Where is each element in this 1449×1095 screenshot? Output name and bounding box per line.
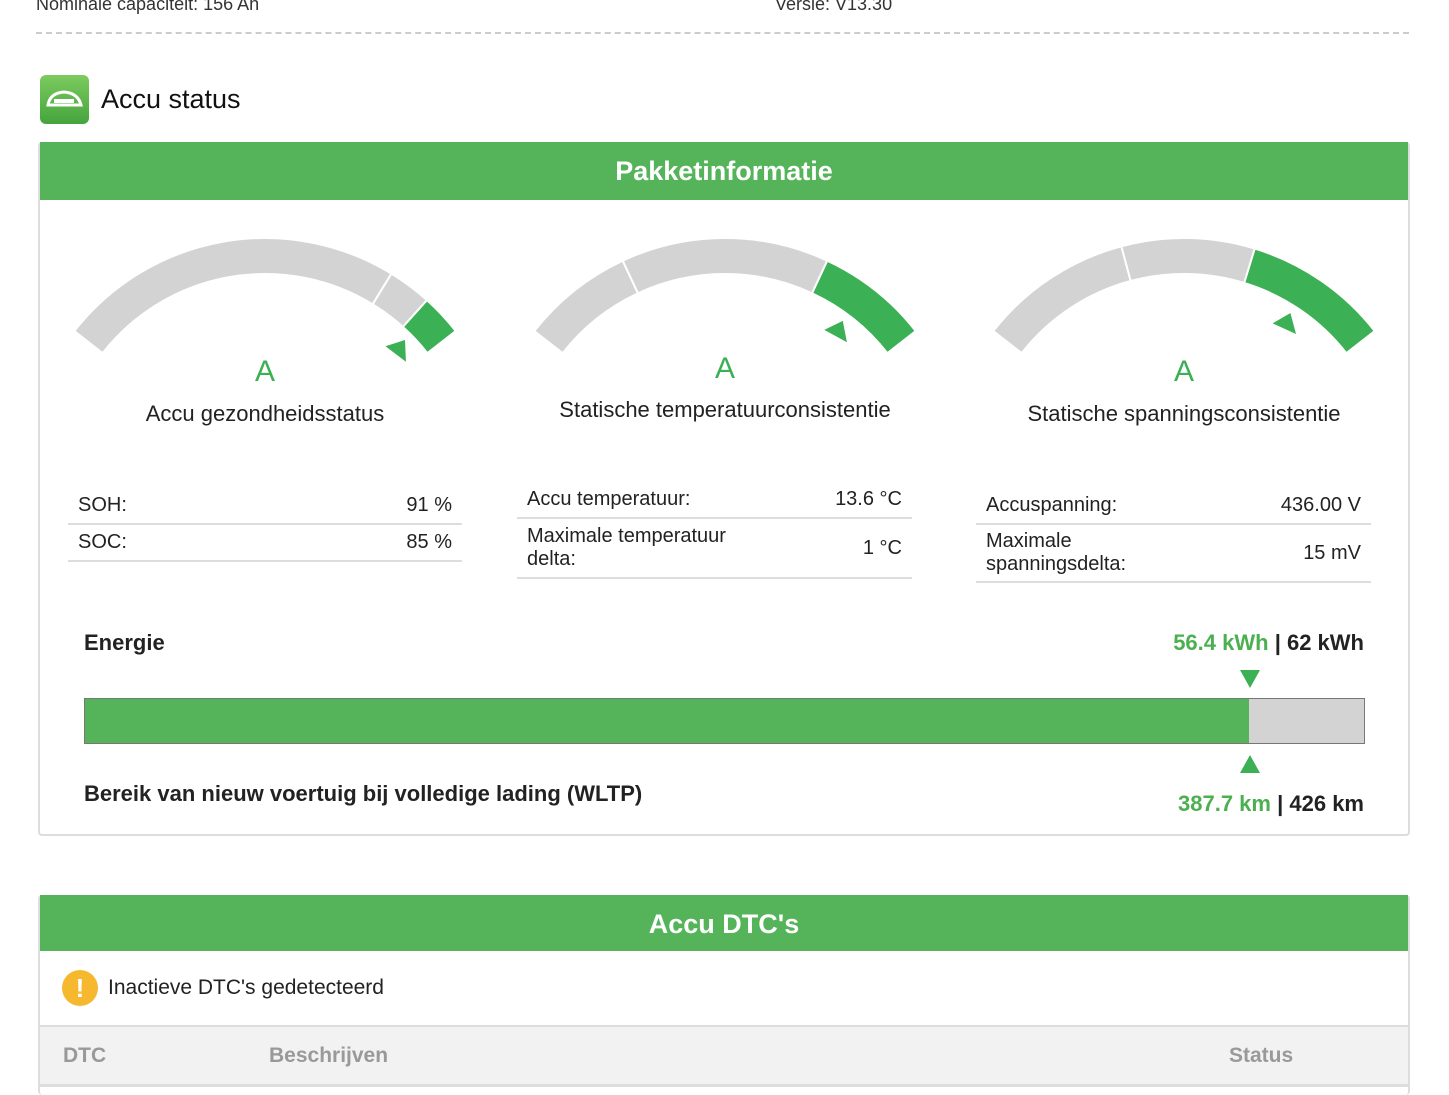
column-description: Beschrijven bbox=[269, 1044, 389, 1067]
value: 436.00 V bbox=[1280, 494, 1361, 516]
value: 1 °C bbox=[862, 536, 902, 559]
ev-battery-car-icon bbox=[40, 75, 89, 124]
energy-bar-fill bbox=[85, 699, 1249, 743]
column-dtc: DTC bbox=[63, 1044, 107, 1067]
section-title: Accu status bbox=[101, 84, 241, 114]
gauge-pointer-icon bbox=[385, 339, 406, 362]
energy-total: 62 kWh bbox=[1286, 630, 1364, 655]
range-total: 426 km bbox=[1289, 791, 1364, 816]
gauge-label: Statische temperatuurconsistentie bbox=[559, 397, 891, 422]
gauge-segment bbox=[401, 298, 458, 355]
gauge-label: Accu gezondheidsstatus bbox=[145, 401, 385, 426]
gauges bbox=[72, 237, 1377, 362]
divider bbox=[36, 32, 1409, 34]
nominal-capacity: Nominale capaciteit: 156 Ah bbox=[36, 0, 260, 14]
gauge-segment bbox=[72, 237, 393, 355]
gauge-segment bbox=[810, 259, 918, 355]
dtc-status: ! Inactieve DTC's gedetecteerd bbox=[40, 951, 1408, 1027]
gauge-pointer-icon bbox=[824, 320, 847, 343]
energy-bar bbox=[84, 698, 1365, 744]
package-info-panel: Pakketinformatie bbox=[38, 142, 1410, 836]
gauge-grade: A bbox=[1173, 355, 1194, 388]
column-status: Status bbox=[1229, 1044, 1294, 1067]
temp-row: Accu temperatuur: 13.6 °C bbox=[517, 482, 912, 519]
dtc-table-header bbox=[40, 1027, 1408, 1087]
range-label: Bereik van nieuw voertuig bij volledige … bbox=[84, 781, 643, 806]
gauge-segment bbox=[621, 237, 829, 295]
soh-row: SOH: 91 % bbox=[68, 488, 462, 525]
value: 85 % bbox=[406, 531, 452, 553]
energy-label: Energie bbox=[84, 630, 165, 655]
panel-title: Pakketinformatie bbox=[40, 142, 1408, 200]
range-value: 387.7 km | 426 km bbox=[1178, 791, 1364, 817]
gauge-segment bbox=[991, 245, 1132, 355]
energy-current: 56.4 kWh bbox=[1173, 630, 1269, 655]
version: Versie: V13.30 bbox=[775, 0, 893, 14]
panel-title: Accu DTC's bbox=[40, 895, 1408, 951]
gauge-grade: A bbox=[254, 355, 275, 388]
label: Accu temperatuur: bbox=[527, 488, 691, 510]
gauge-segment bbox=[1120, 237, 1256, 285]
energy-marker-icon bbox=[1239, 670, 1260, 688]
separator: | bbox=[1274, 630, 1281, 655]
value: 91 % bbox=[406, 494, 452, 516]
label: Maximale temperatuur delta: bbox=[527, 525, 726, 570]
range-current: 387.7 km bbox=[1178, 791, 1271, 816]
warning-icon: ! bbox=[62, 970, 98, 1006]
gauge-segment bbox=[532, 259, 640, 355]
gauge-grade: A bbox=[714, 352, 735, 385]
temp-delta-row: Maximale temperatuur delta: 1 °C bbox=[517, 519, 912, 579]
value: 13.6 °C bbox=[835, 488, 902, 510]
voltage-row: Accuspanning: 436.00 V bbox=[976, 488, 1371, 525]
label: SOH: bbox=[78, 494, 127, 516]
value: 15 mV bbox=[1303, 541, 1361, 564]
voltage-delta-row: Maximale spanningsdelta: 15 mV bbox=[976, 525, 1371, 583]
range-marker-icon bbox=[1239, 755, 1260, 773]
gauge-segment bbox=[1242, 247, 1377, 355]
gauge-pointer-icon bbox=[1272, 313, 1297, 335]
separator: | bbox=[1277, 791, 1284, 816]
energy-value: 56.4 kWh | 62 kWh bbox=[1173, 630, 1364, 656]
dtc-panel: Accu DTC's ! Inactieve DTC's gedetecteer… bbox=[38, 895, 1410, 1095]
dtc-status-text: Inactieve DTC's gedetecteerd bbox=[108, 976, 384, 999]
gauge-label: Statische spanningsconsistentie bbox=[1027, 401, 1341, 426]
soc-row: SOC: 85 % bbox=[68, 525, 462, 562]
label: SOC: bbox=[78, 531, 127, 553]
label: Maximale spanningsdelta: bbox=[986, 530, 1127, 575]
label: Accuspanning: bbox=[986, 494, 1118, 516]
